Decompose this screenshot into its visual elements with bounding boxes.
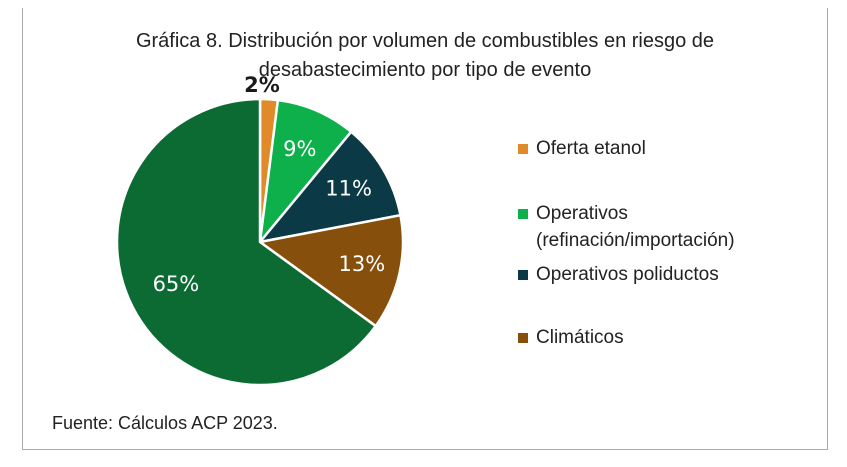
pie-data-label-3: 11%: [325, 177, 372, 201]
pie-slice-3: [258, 130, 402, 244]
chart-frame: [22, 8, 828, 450]
pie-data-label-2: 9%: [283, 137, 316, 161]
pie-slice-4: [258, 213, 405, 328]
chart-title: Gráfica 8. Distribución por volumen de c…: [135, 30, 715, 81]
legend-label-oferta-etanol: Oferta etanol: [536, 138, 646, 159]
legend-label-operativos-poliductos: Operativos poliductos: [536, 264, 719, 285]
source-note: Fuente: Cálculos ACP 2023.: [52, 413, 278, 433]
pie-data-label-4: 13%: [339, 252, 386, 276]
legend-swatch-operativos-poliductos: [518, 270, 528, 280]
legend-swatch-oferta-etanol: [518, 144, 528, 154]
legend-label-operativos: Operativos (refinación/importación): [536, 203, 735, 251]
pie-slice-2: [258, 98, 353, 244]
pie-data-label-1: 2%: [244, 73, 280, 97]
pie-slice-5: [115, 97, 377, 387]
legend-label-climaticos: Climáticos: [536, 327, 624, 348]
legend-swatch-climaticos: [518, 333, 528, 343]
pie-data-label-5: 65%: [153, 272, 200, 296]
legend-swatch-operativos: [518, 209, 528, 219]
